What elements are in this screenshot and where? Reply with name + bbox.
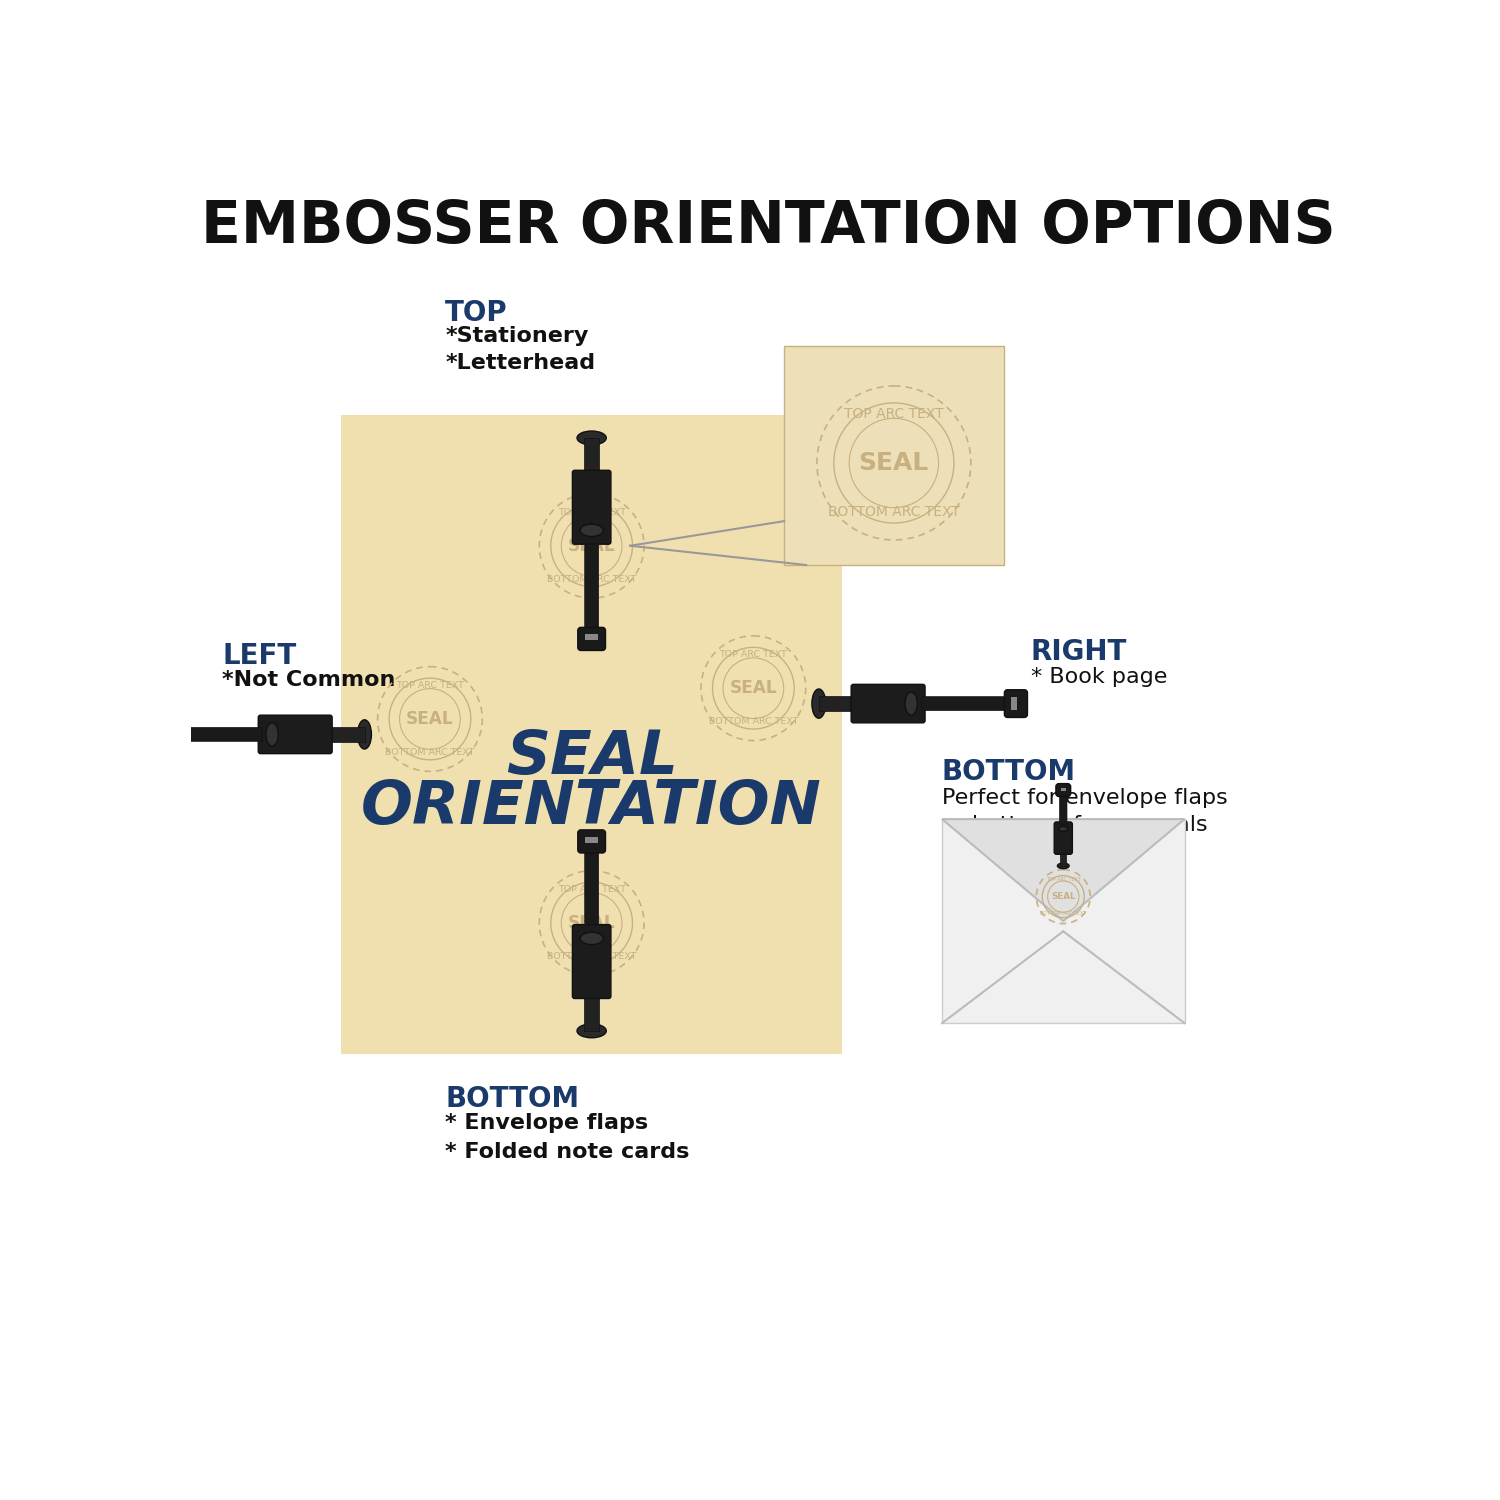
Ellipse shape — [266, 723, 279, 746]
Text: TOP ARC TEXT: TOP ARC TEXT — [844, 406, 944, 420]
Text: SEAL: SEAL — [406, 710, 454, 728]
Text: BOTTOM ARC TEXT: BOTTOM ARC TEXT — [828, 506, 960, 519]
Bar — [585, 634, 598, 640]
Text: BOTTOM: BOTTOM — [942, 758, 1076, 786]
Text: TOP ARC TEXT: TOP ARC TEXT — [558, 507, 626, 516]
Text: TOP ARC TEXT: TOP ARC TEXT — [558, 885, 626, 894]
Text: SEAL: SEAL — [858, 452, 928, 476]
Bar — [819, 696, 854, 711]
FancyBboxPatch shape — [578, 627, 606, 651]
FancyBboxPatch shape — [1054, 822, 1072, 855]
Text: ORIENTATION: ORIENTATION — [362, 778, 822, 837]
Bar — [164, 728, 170, 741]
Ellipse shape — [1058, 862, 1070, 868]
Text: SEAL: SEAL — [568, 914, 615, 932]
Bar — [1060, 788, 1065, 790]
Text: RIGHT: RIGHT — [1030, 638, 1126, 666]
FancyBboxPatch shape — [850, 684, 926, 723]
Text: TOP ARC TEXT: TOP ARC TEXT — [1046, 878, 1080, 882]
Bar — [585, 837, 598, 843]
Text: *Stationery: *Stationery — [446, 327, 588, 346]
FancyBboxPatch shape — [1005, 690, 1028, 717]
FancyBboxPatch shape — [573, 471, 610, 544]
Text: BOTTOM ARC TEXT: BOTTOM ARC TEXT — [386, 748, 474, 758]
Text: Perfect for envelope flaps: Perfect for envelope flaps — [942, 789, 1227, 808]
Ellipse shape — [578, 1024, 606, 1038]
Text: *Letterhead: *Letterhead — [446, 354, 596, 374]
FancyBboxPatch shape — [585, 849, 598, 924]
Text: TOP ARC TEXT: TOP ARC TEXT — [396, 681, 464, 690]
Bar — [330, 726, 364, 742]
Ellipse shape — [904, 692, 918, 715]
Text: BOTTOM ARC TEXT: BOTTOM ARC TEXT — [548, 952, 636, 962]
Polygon shape — [942, 819, 1185, 921]
FancyBboxPatch shape — [156, 720, 178, 748]
FancyBboxPatch shape — [258, 716, 332, 753]
Text: BOTTOM ARC TEXT: BOTTOM ARC TEXT — [1040, 912, 1086, 916]
Text: or bottom of page seals: or bottom of page seals — [942, 816, 1208, 836]
FancyBboxPatch shape — [585, 544, 598, 632]
Bar — [584, 996, 600, 1030]
FancyBboxPatch shape — [1056, 783, 1071, 796]
Bar — [584, 438, 600, 472]
Ellipse shape — [578, 430, 606, 445]
Bar — [942, 819, 1185, 1023]
Text: TOP: TOP — [446, 300, 509, 327]
Ellipse shape — [812, 688, 825, 718]
Bar — [1060, 852, 1066, 865]
FancyBboxPatch shape — [1059, 792, 1066, 825]
FancyBboxPatch shape — [921, 696, 1010, 711]
Bar — [1011, 698, 1017, 709]
Text: BOTTOM ARC TEXT: BOTTOM ARC TEXT — [708, 717, 798, 726]
Text: LEFT: LEFT — [222, 642, 297, 670]
Text: *Not Common: *Not Common — [222, 670, 396, 690]
Ellipse shape — [580, 524, 603, 537]
Text: TOP ARC TEXT: TOP ARC TEXT — [720, 650, 788, 658]
FancyBboxPatch shape — [573, 924, 610, 999]
Ellipse shape — [1059, 827, 1068, 831]
Text: SEAL: SEAL — [568, 537, 615, 555]
Text: * Folded note cards: * Folded note cards — [446, 1142, 690, 1161]
Text: * Book page: * Book page — [1030, 666, 1167, 687]
Text: BOTTOM: BOTTOM — [446, 1084, 579, 1113]
Text: BOTTOM ARC TEXT: BOTTOM ARC TEXT — [548, 574, 636, 584]
Text: * Envelope flaps: * Envelope flaps — [446, 1113, 648, 1132]
Text: SEAL: SEAL — [1052, 892, 1076, 902]
Bar — [784, 345, 1004, 566]
Ellipse shape — [357, 720, 372, 748]
Text: SEAL: SEAL — [506, 728, 678, 788]
Text: SEAL: SEAL — [729, 680, 777, 698]
Text: EMBOSSER ORIENTATION OPTIONS: EMBOSSER ORIENTATION OPTIONS — [201, 198, 1336, 255]
FancyBboxPatch shape — [578, 830, 606, 854]
Bar — [342, 416, 842, 1054]
FancyBboxPatch shape — [174, 728, 262, 741]
Ellipse shape — [580, 933, 603, 945]
